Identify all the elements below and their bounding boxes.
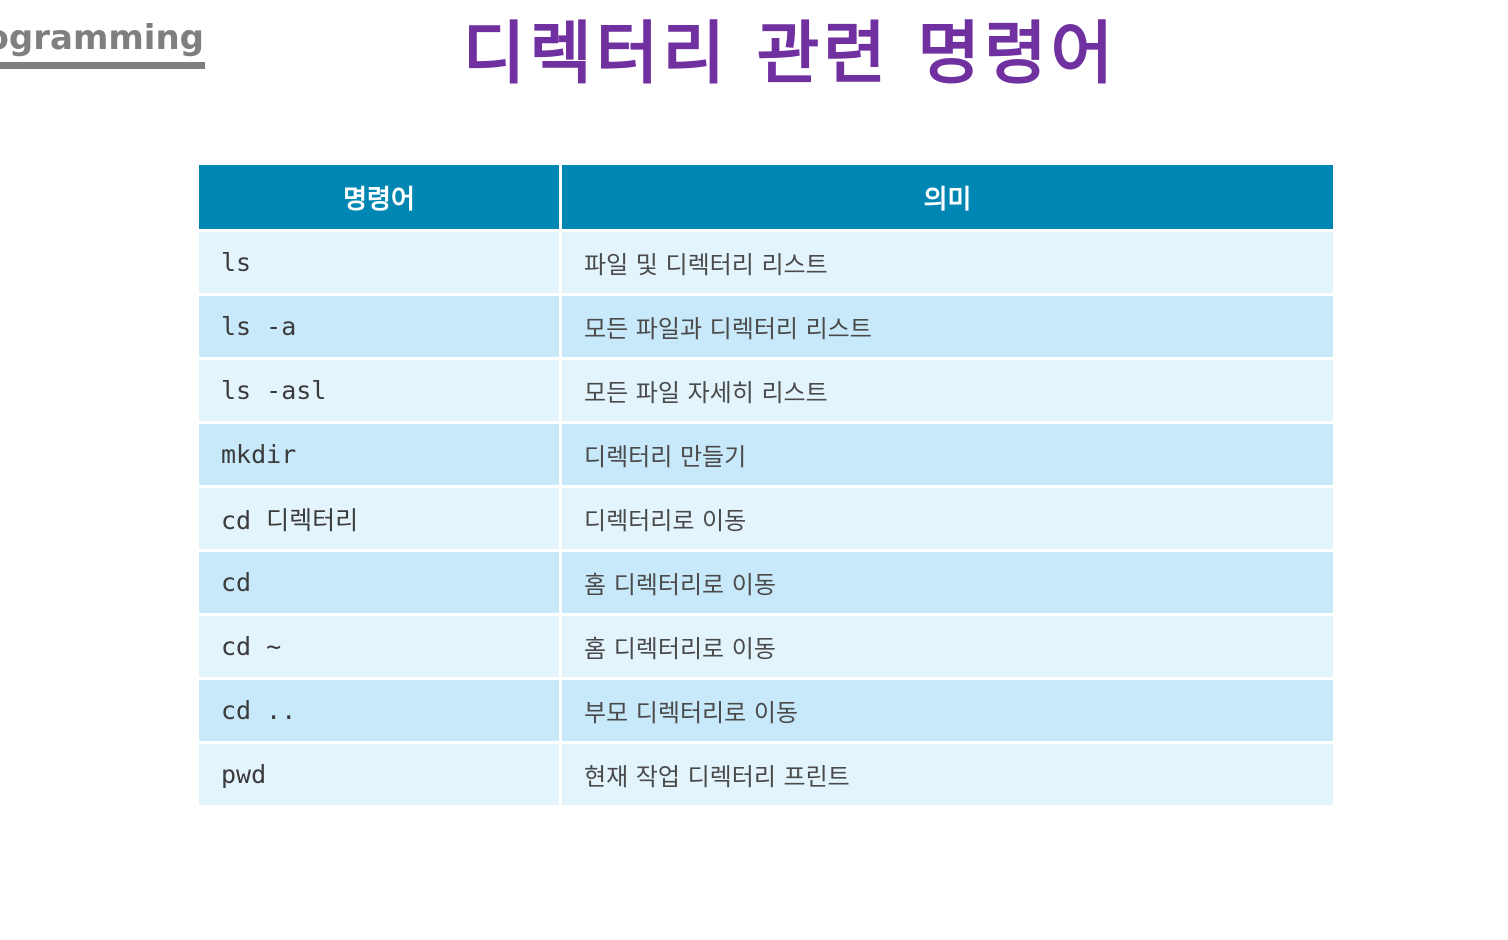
table-row: ls -a 모든 파일과 디렉터리 리스트 — [199, 296, 1333, 360]
command-cell: ls -asl — [199, 360, 562, 424]
table-row: cd 홈 디렉터리로 이동 — [199, 552, 1333, 616]
column-header-command: 명령어 — [199, 165, 562, 232]
command-cell: cd 디렉터리 — [199, 488, 562, 552]
command-cell: cd ~ — [199, 616, 562, 680]
meaning-cell: 부모 디렉터리로 이동 — [562, 680, 1333, 744]
meaning-cell: 디렉터리로 이동 — [562, 488, 1333, 552]
column-header-meaning: 의미 — [562, 165, 1333, 232]
command-cell: pwd — [199, 744, 562, 805]
page-title: 디렉터리 관련 명령어 — [462, 15, 1118, 94]
table-row: cd .. 부모 디렉터리로 이동 — [199, 680, 1333, 744]
course-label: ogramming — [0, 18, 204, 58]
table-row: cd ~ 홈 디렉터리로 이동 — [199, 616, 1333, 680]
command-cell: ls -a — [199, 296, 562, 360]
meaning-cell: 모든 파일과 디렉터리 리스트 — [562, 296, 1333, 360]
table-row: ls -asl 모든 파일 자세히 리스트 — [199, 360, 1333, 424]
meaning-cell: 파일 및 디렉터리 리스트 — [562, 232, 1333, 296]
meaning-cell: 홈 디렉터리로 이동 — [562, 552, 1333, 616]
meaning-cell: 모든 파일 자세히 리스트 — [562, 360, 1333, 424]
command-cell: cd — [199, 552, 562, 616]
command-cell: mkdir — [199, 424, 562, 488]
command-cell: cd .. — [199, 680, 562, 744]
table-row: mkdir 디렉터리 만들기 — [199, 424, 1333, 488]
table-row: ls 파일 및 디렉터리 리스트 — [199, 232, 1333, 296]
table-row: cd 디렉터리 디렉터리로 이동 — [199, 488, 1333, 552]
course-label-underline — [0, 62, 205, 69]
table-row: pwd 현재 작업 디렉터리 프린트 — [199, 744, 1333, 805]
command-cell: ls — [199, 232, 562, 296]
meaning-cell: 현재 작업 디렉터리 프린트 — [562, 744, 1333, 805]
commands-table: 명령어 의미 ls 파일 및 디렉터리 리스트 ls -a 모든 파일과 디렉터… — [199, 165, 1333, 805]
meaning-cell: 홈 디렉터리로 이동 — [562, 616, 1333, 680]
table-header-row: 명령어 의미 — [199, 165, 1333, 232]
meaning-cell: 디렉터리 만들기 — [562, 424, 1333, 488]
